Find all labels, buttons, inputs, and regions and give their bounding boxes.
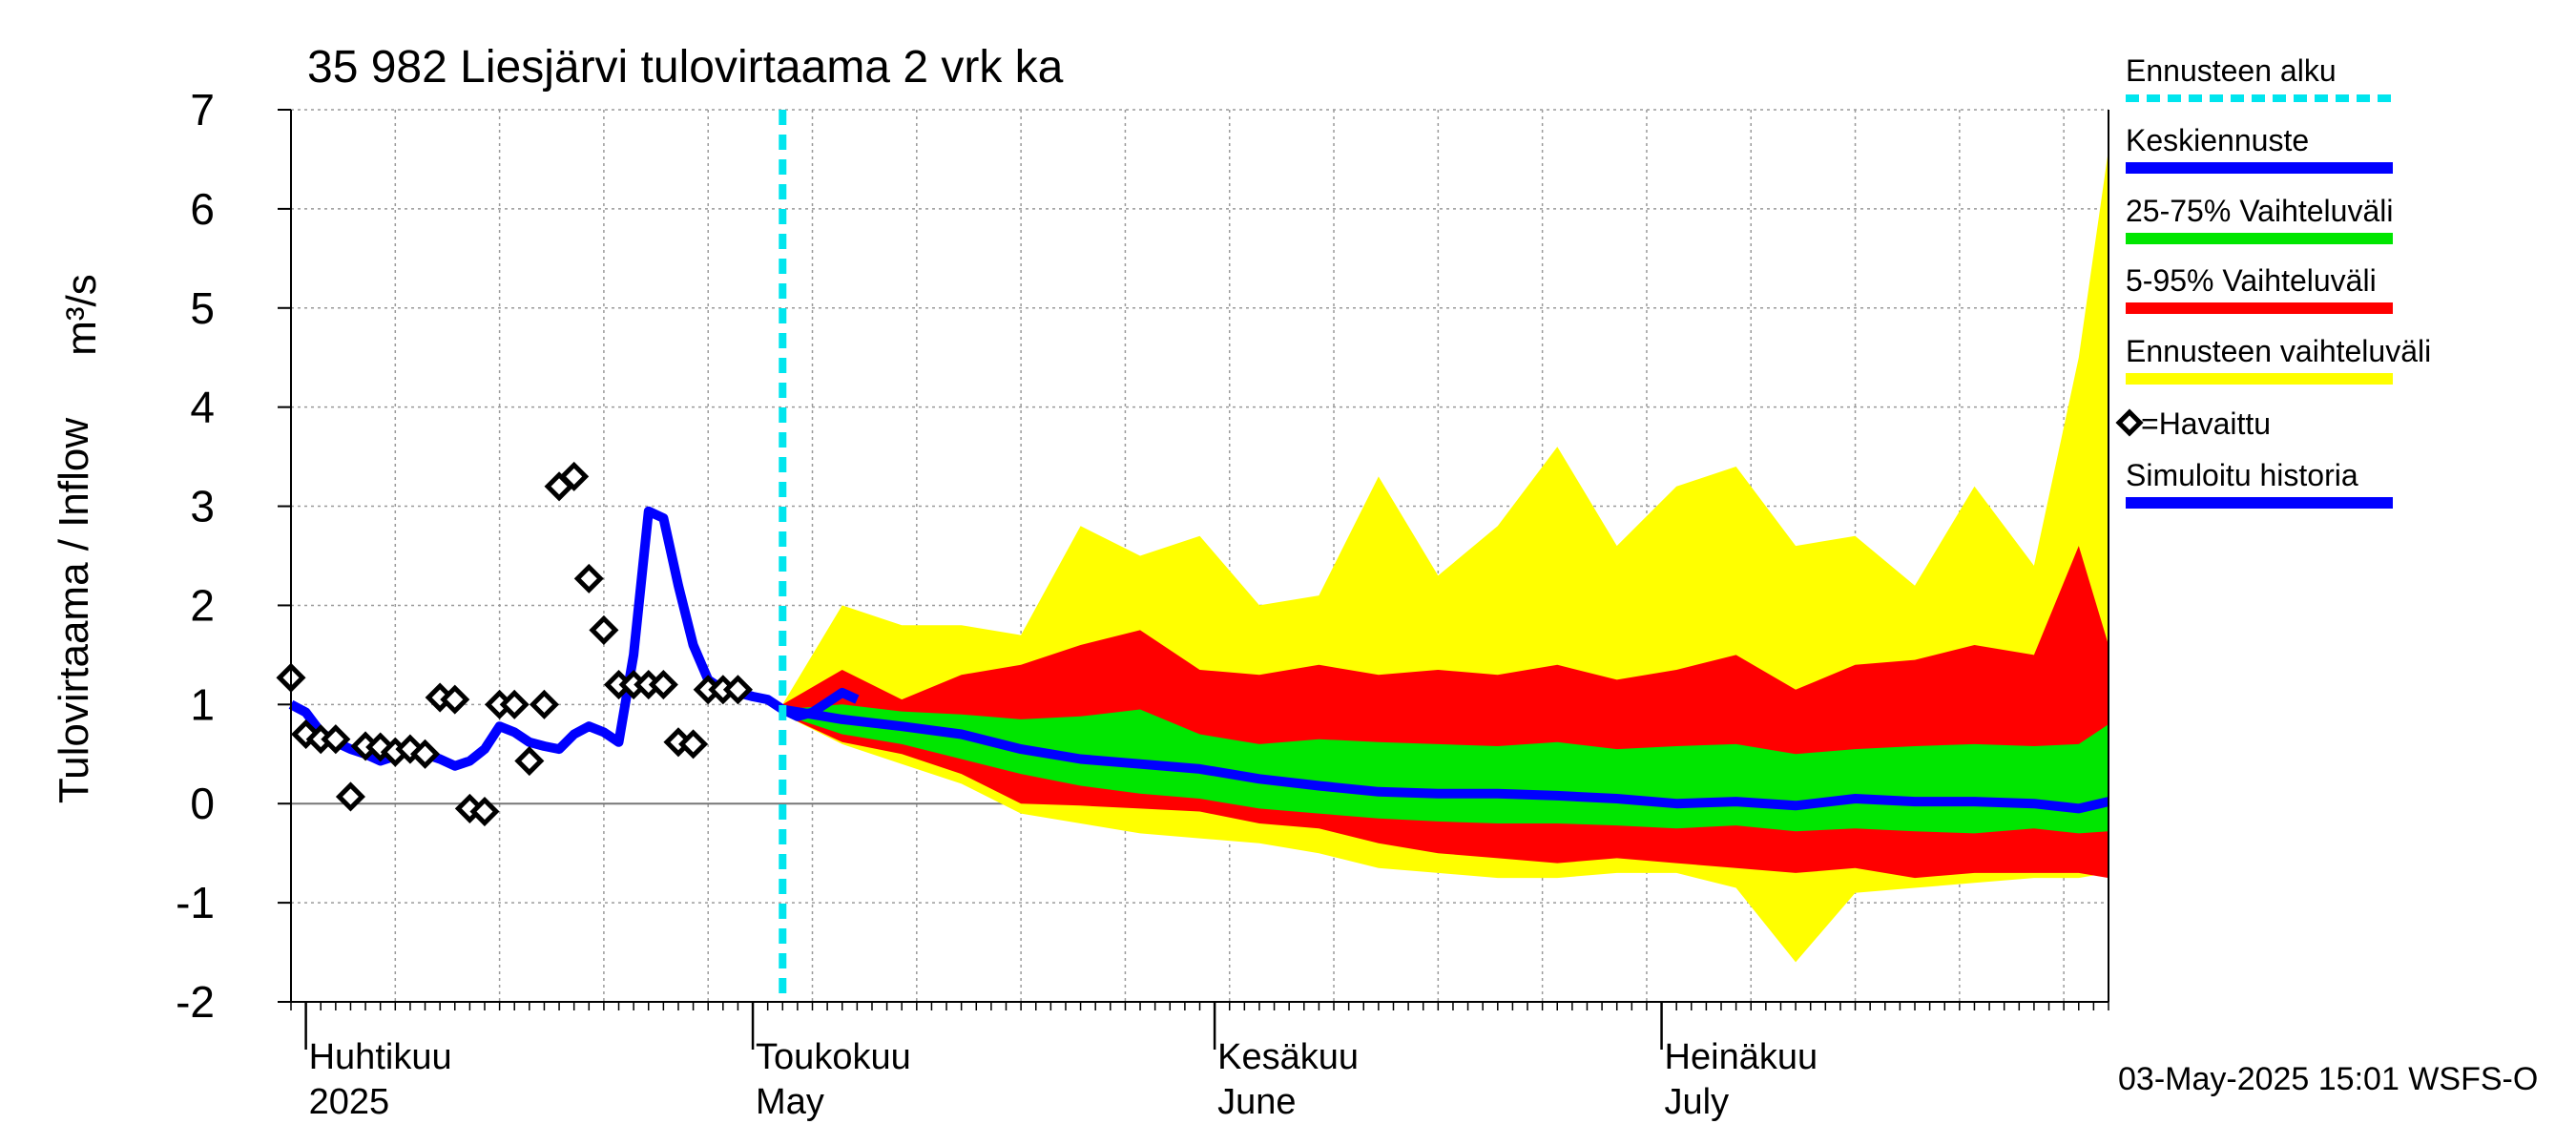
y-tick-label: 2 [190, 580, 215, 630]
y-tick-label: 1 [190, 679, 215, 729]
observed-point [529, 689, 559, 719]
y-tick-label: 5 [190, 283, 215, 333]
x-month-label: Toukokuu [756, 1037, 911, 1077]
x-month-sublabel: 2025 [309, 1082, 390, 1122]
legend-label: Simuloitu historia [2126, 458, 2358, 492]
y-tick-label: 7 [190, 85, 215, 135]
observed-point [321, 724, 351, 755]
observed-point [499, 689, 530, 719]
x-month-label: Kesäkuu [1217, 1037, 1359, 1077]
y-tick-label: 0 [190, 779, 215, 828]
observed-point [440, 684, 470, 715]
observed-point [589, 614, 619, 645]
y-axis-unit: m³/s [58, 274, 105, 356]
y-tick-label: -2 [176, 977, 215, 1027]
median-forecast-line [781, 704, 2110, 814]
observed-point [722, 675, 753, 705]
observed-point [514, 746, 545, 777]
observed-point [559, 461, 590, 491]
footer-timestamp: 03-May-2025 15:01 WSFS-O [2118, 1061, 2538, 1097]
legend-label: Keskiennuste [2126, 123, 2309, 157]
plot-area [276, 109, 2110, 1003]
legend-label: 5-95% Vaihteluväli [2126, 263, 2377, 298]
chart-title: 35 982 Liesjärvi tulovirtaama 2 vrk ka [307, 42, 1064, 93]
y-axis-label: Tulovirtaama / Inflow [51, 418, 97, 804]
legend-label: 25-75% Vaihteluväli [2126, 194, 2393, 228]
x-month-label: Huhtikuu [309, 1037, 452, 1077]
legend-label: Ennusteen vaihteluväli [2126, 334, 2431, 368]
y-tick-label: 3 [190, 482, 215, 531]
observed-point [573, 563, 604, 593]
observed-point [409, 739, 441, 769]
x-month-sublabel: July [1665, 1082, 1730, 1122]
y-axis-label-group: Tulovirtaama / Inflow [51, 418, 97, 804]
axes: -2 -1 0 1 2 3 4 5 6 7 Huhtikuu 2025 Toukokuu May Kesäk… [176, 85, 2109, 1122]
legend-observed-marker [2115, 408, 2144, 437]
simulated-history-line [288, 506, 860, 771]
y-tick-label: -1 [176, 878, 215, 927]
y-axis-unit-group: m³/s [58, 274, 105, 356]
observed-point [678, 729, 709, 760]
x-month-sublabel: June [1217, 1082, 1296, 1122]
x-month-sublabel: May [756, 1082, 824, 1122]
x-month-label: Heinäkuu [1665, 1037, 1818, 1077]
observed-point [469, 796, 500, 827]
legend-label: Ennusteen alku [2126, 53, 2337, 88]
legend-label: =Havaittu [2141, 406, 2271, 441]
observed-point [648, 670, 678, 700]
y-tick-label: 4 [190, 383, 215, 432]
y-tick-label: 6 [190, 184, 215, 234]
legend: Ennusteen alku Keskiennuste 25-75% Vaihtel… [2115, 53, 2431, 509]
observed-point [335, 781, 365, 812]
